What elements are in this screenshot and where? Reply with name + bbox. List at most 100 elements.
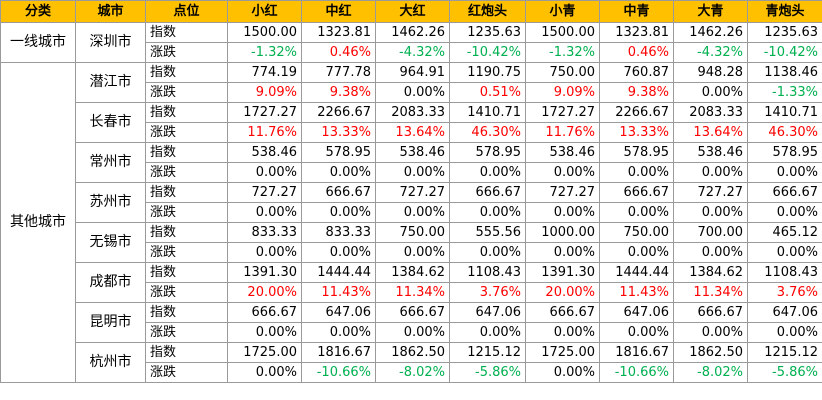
index-value-cell: 1862.50: [673, 342, 748, 363]
change-value-cell: 11.76%: [227, 122, 302, 143]
header-xiaohong: 小红: [227, 0, 302, 23]
change-value-cell: 0.00%: [227, 242, 302, 263]
change-value-cell: 0.00%: [673, 162, 748, 183]
index-value-cell: 1410.71: [747, 102, 822, 123]
change-value-cell: 0.00%: [375, 82, 450, 103]
change-value-cell: 0.46%: [599, 42, 674, 63]
change-value-cell: 0.00%: [227, 202, 302, 223]
index-value-cell: 1384.62: [673, 262, 748, 283]
change-value-cell: 0.00%: [227, 322, 302, 343]
index-value-cell: 666.67: [747, 182, 822, 203]
change-value-cell: 0.00%: [747, 202, 822, 223]
change-value-cell: -5.86%: [747, 362, 822, 383]
header-zhonghong: 中红: [301, 0, 376, 23]
change-value-cell: -5.86%: [449, 362, 526, 383]
table-body: 一线城市 深圳市 指数 1500.00 1323.81 1462.26 1235.63 150…: [0, 22, 822, 383]
table-row: 涨跌 -1.32% 0.46% -4.32% -10.42% -1.32% 0.46% -4.…: [1, 42, 822, 63]
metric-label-change: 涨跌: [145, 42, 228, 63]
change-value-cell: 0.00%: [375, 202, 450, 223]
header-dahong: 大红: [375, 0, 450, 23]
index-value-cell: 1235.63: [747, 22, 822, 43]
index-value-cell: 948.28: [673, 62, 748, 83]
metric-label-change: 涨跌: [145, 162, 228, 183]
metric-label-change: 涨跌: [145, 322, 228, 343]
header-daqing: 大青: [673, 0, 748, 23]
change-value-cell: 0.46%: [301, 42, 376, 63]
index-value-cell: 727.27: [375, 182, 450, 203]
index-value-cell: 727.27: [673, 182, 748, 203]
change-value-cell: 0.00%: [673, 242, 748, 263]
header-hongpaotou: 红炮头: [449, 0, 526, 23]
change-value-cell: -8.02%: [375, 362, 450, 383]
change-value-cell: 0.00%: [525, 242, 600, 263]
metric-label-index: 指数: [145, 342, 228, 363]
change-value-cell: -8.02%: [673, 362, 748, 383]
index-value-cell: 666.67: [301, 182, 376, 203]
change-value-cell: 3.76%: [747, 282, 822, 303]
index-value-cell: 727.27: [525, 182, 600, 203]
change-value-cell: 11.43%: [301, 282, 376, 303]
price-index-table: 分类 城市 点位 小红 中红 大红 红炮头 小青 中青 大青 青炮头 一线城市深…: [0, 0, 822, 383]
change-value-cell: 13.33%: [301, 122, 376, 143]
change-value-cell: 0.00%: [449, 202, 526, 223]
change-value-cell: 0.00%: [227, 362, 302, 383]
index-value-cell: 666.67: [525, 302, 600, 323]
index-value-cell: 2266.67: [599, 102, 674, 123]
change-value-cell: 9.09%: [227, 82, 302, 103]
metric-label-change: 涨跌: [145, 82, 228, 103]
index-value-cell: 1816.67: [301, 342, 376, 363]
change-value-cell: 20.00%: [525, 282, 600, 303]
metric-label-change: 涨跌: [145, 362, 228, 383]
index-value-cell: 1727.27: [525, 102, 600, 123]
change-value-cell: -1.33%: [747, 82, 822, 103]
change-value-cell: 0.00%: [747, 322, 822, 343]
index-value-cell: 750.00: [599, 222, 674, 243]
change-value-cell: -10.42%: [747, 42, 822, 63]
city-cell: 常州市: [75, 142, 146, 183]
city-cell: 昆明市: [75, 302, 146, 343]
header-qingpaotou: 青炮头: [747, 0, 822, 23]
table-row: 杭州市 指数 1725.00 1816.67 1862.50 1215.12 1725.00…: [1, 342, 822, 383]
index-value-cell: 833.33: [227, 222, 302, 243]
change-value-cell: 9.38%: [301, 82, 376, 103]
index-value-cell: 647.06: [449, 302, 526, 323]
change-value-cell: 11.76%: [525, 122, 600, 143]
index-value-cell: 666.67: [449, 182, 526, 203]
change-value-cell: 0.00%: [747, 162, 822, 183]
index-value-cell: 666.67: [375, 302, 450, 323]
index-value-cell: 1108.43: [449, 262, 526, 283]
change-value-cell: -4.32%: [673, 42, 748, 63]
index-value-cell: 1391.30: [525, 262, 600, 283]
change-value-cell: 0.00%: [375, 242, 450, 263]
change-value-cell: 0.00%: [449, 162, 526, 183]
table-row: 一线城市 深圳市 指数 1500.00 1323.81 1462.26 1235.63 150…: [0, 22, 822, 63]
index-value-cell: 1727.27: [227, 102, 302, 123]
table-row: 涨跌 0.00% 0.00% 0.00% 0.00% 0.00% 0.00% 0.00% 0.0…: [1, 322, 822, 343]
index-value-cell: 1462.26: [375, 22, 450, 43]
table-row: 涨跌 11.76% 13.33% 13.64% 46.30% 11.76% 13.33% 13…: [1, 122, 822, 143]
change-value-cell: 0.00%: [747, 242, 822, 263]
index-value-cell: 1725.00: [227, 342, 302, 363]
metric-label-index: 指数: [145, 142, 228, 163]
table-row: 昆明市 指数 666.67 647.06 666.67 647.06 666.67 647.0…: [1, 302, 822, 343]
change-value-cell: 11.34%: [375, 282, 450, 303]
change-value-cell: 0.00%: [673, 82, 748, 103]
change-value-cell: 0.00%: [599, 322, 674, 343]
index-value-cell: 760.87: [599, 62, 674, 83]
change-value-cell: 0.00%: [449, 322, 526, 343]
index-value-cell: 1500.00: [525, 22, 600, 43]
index-value-cell: 538.46: [227, 142, 302, 163]
index-value-cell: 578.95: [599, 142, 674, 163]
header-zhongqing: 中青: [599, 0, 674, 23]
city-cell: 成都市: [75, 262, 146, 303]
city-cell: 无锡市: [75, 222, 146, 263]
change-value-cell: 0.00%: [301, 162, 376, 183]
change-value-cell: 20.00%: [227, 282, 302, 303]
change-value-cell: -10.66%: [301, 362, 376, 383]
change-value-cell: 0.00%: [525, 362, 600, 383]
change-value-cell: 11.34%: [673, 282, 748, 303]
index-value-cell: 1235.63: [449, 22, 526, 43]
index-value-cell: 1444.44: [599, 262, 674, 283]
index-value-cell: 538.46: [673, 142, 748, 163]
change-value-cell: 0.00%: [375, 162, 450, 183]
